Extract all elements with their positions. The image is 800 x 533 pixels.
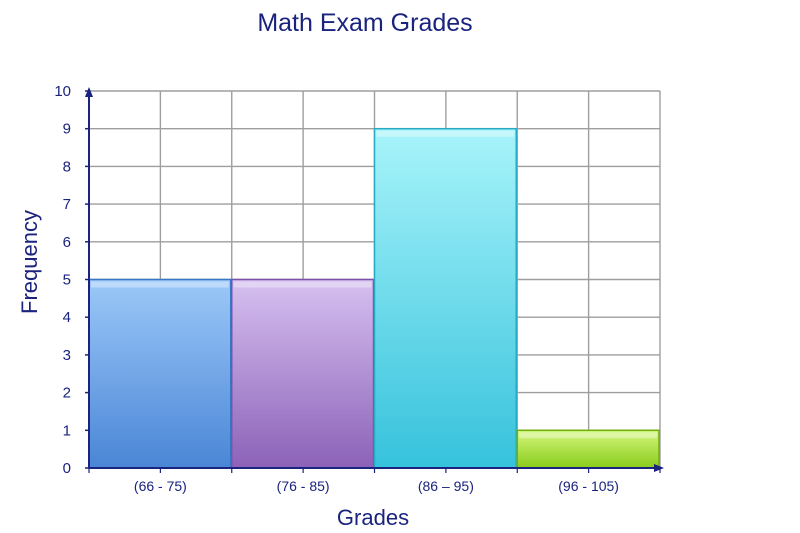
y-tick-label: 5: [63, 272, 71, 289]
y-axis-label: Frequency: [17, 210, 42, 314]
y-tick-label: 9: [63, 121, 71, 138]
y-tick-label: 4: [63, 309, 71, 326]
chart-title: Math Exam Grades: [257, 9, 472, 37]
y-tick-label: 7: [63, 196, 71, 213]
y-tick-label: 1: [63, 422, 71, 439]
bar-highlight: [376, 130, 515, 137]
y-tick-labels: 0 1 2 3 4 5 6 7 8 9 10: [54, 83, 71, 477]
bar: [88, 278, 232, 469]
bar: [231, 278, 375, 469]
bars: [88, 127, 660, 469]
x-axis-arrow: [654, 464, 664, 472]
x-category-label: (76 - 85): [277, 478, 330, 494]
bar: [373, 127, 517, 469]
axes: [85, 87, 664, 473]
bar-highlight: [519, 432, 657, 439]
x-category-label: (96 - 105): [558, 478, 619, 494]
x-category-label: (86 – 95): [418, 478, 474, 494]
y-axis-arrow: [85, 87, 93, 97]
x-category-label: (66 - 75): [134, 478, 187, 494]
y-tick-label: 6: [63, 234, 71, 251]
bar-highlight: [233, 281, 372, 288]
y-tick-label: 0: [63, 460, 71, 477]
y-tick-label: 3: [63, 347, 71, 364]
x-axis-label: Grades: [337, 505, 409, 530]
x-category-labels: (66 - 75) (76 - 85) (86 – 95) (96 - 105): [134, 478, 619, 494]
y-tick-label: 2: [63, 385, 71, 402]
bar-highlight: [91, 281, 229, 288]
y-tick-label: 10: [54, 83, 71, 100]
y-tick-label: 8: [63, 158, 71, 175]
